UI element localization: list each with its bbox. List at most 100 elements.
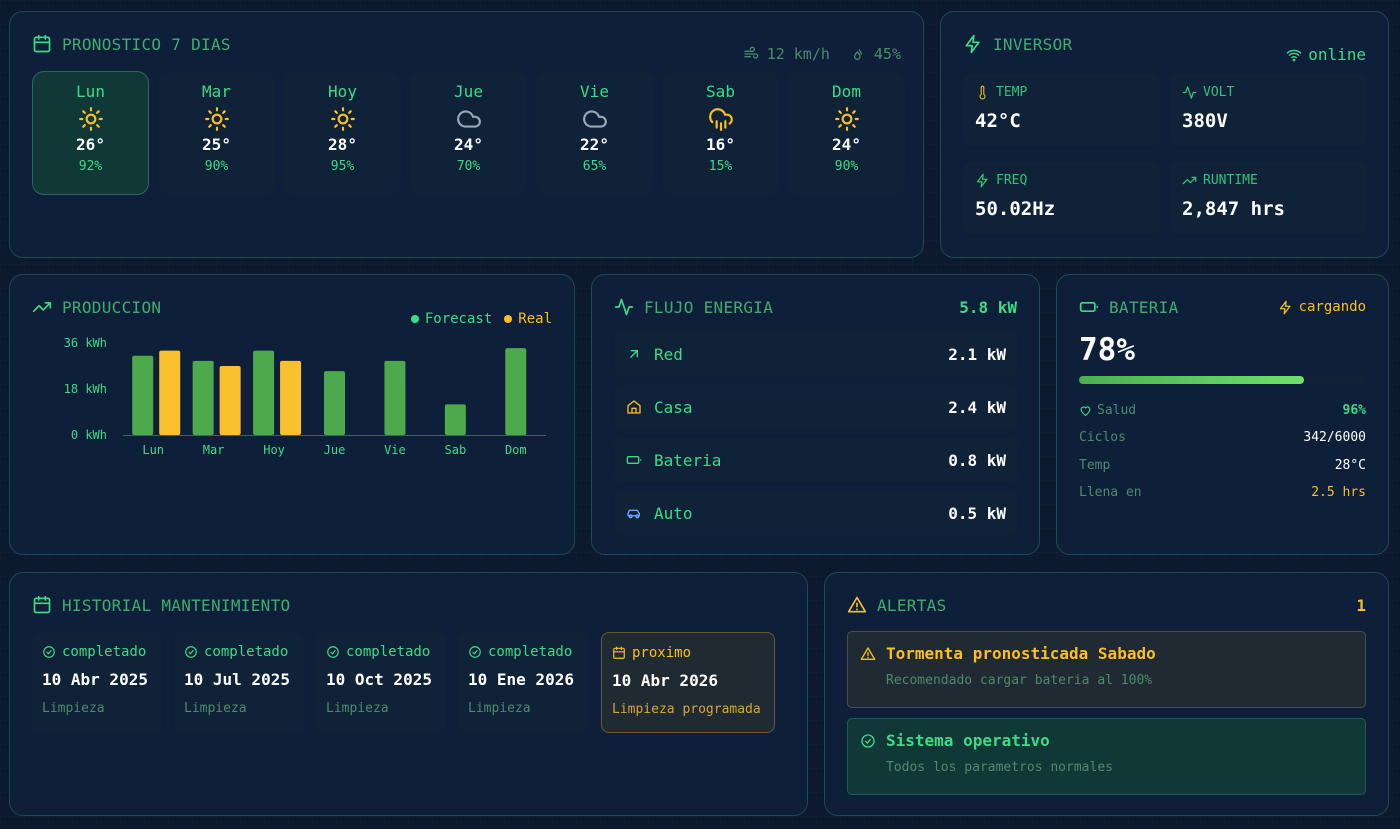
day-name: Vie <box>580 82 609 101</box>
forecast-day-lun[interactable]: Lun 26° 92% <box>32 71 149 195</box>
maintenance-date: 10 Abr 2026 <box>612 671 718 690</box>
legend-forecast-dot <box>410 315 419 323</box>
y-tick-label: 36 kWh <box>64 336 107 350</box>
alert-storm[interactable]: Tormenta pronosticada Sabado Recomendado… <box>847 631 1366 708</box>
forecast-day-hoy[interactable]: Hoy 28° 95% <box>284 71 401 195</box>
maintenance-card[interactable]: completado 10 Jul 2025 Limpieza <box>174 632 304 732</box>
temp-label: TEMP <box>996 85 1028 100</box>
day-temp: 26° <box>76 135 105 154</box>
check-circle-icon <box>327 646 339 658</box>
alerts-panel: ALERTAS 1 Tormenta pronosticada Sabado R… <box>824 572 1389 816</box>
inverter-status: online <box>1286 45 1366 64</box>
flow-row-bateria: Bateria 0.8 kW <box>614 438 1018 482</box>
flow-label: Casa <box>654 397 693 417</box>
maintenance-date: 10 Abr 2025 <box>42 670 148 689</box>
bar-forecast-sab <box>444 404 466 435</box>
battery-bar <box>1079 376 1368 384</box>
battery-percent: 78% <box>1079 332 1135 368</box>
droplets-icon <box>853 49 862 60</box>
maintenance-card-next[interactable]: proximo 10 Abr 2026 Limpieza programada <box>601 632 775 733</box>
bar-forecast-lun <box>132 355 154 435</box>
zap-icon <box>976 173 988 188</box>
battery-temp-label: Temp <box>1079 458 1111 473</box>
alert-title: Sistema operativo <box>886 731 1050 750</box>
inverter-volt-box: VOLT 380V <box>1170 74 1367 146</box>
flow-row-auto: Auto 0.5 kW <box>614 491 1018 535</box>
zap-icon <box>1279 300 1291 314</box>
flow-panel: FLUJO ENERGIA 5.8 kW Red 2.1 kW Casa 2.4… <box>591 274 1040 555</box>
chart-legend: Forecast Real <box>410 311 552 327</box>
bar-forecast-mar <box>192 360 214 435</box>
maintenance-card[interactable]: completado 10 Ene 2026 Limpieza <box>458 632 588 732</box>
sun-icon <box>204 107 229 131</box>
battery-cycles-row: Ciclos 342/6000 <box>1079 430 1366 445</box>
sun-icon <box>330 107 355 131</box>
flow-value: 0.8 kW <box>948 450 1006 470</box>
maintenance-panel: HISTORIAL MANTENIMIENTO completado 10 Ab… <box>9 572 808 816</box>
cycles-value: 342/6000 <box>1303 430 1366 445</box>
day-percent: 90% <box>834 159 859 174</box>
wind-icon <box>744 46 758 59</box>
alert-system-ok[interactable]: Sistema operativo Todos los parametros n… <box>847 718 1366 795</box>
bar-real-lun <box>159 350 181 435</box>
maintenance-card[interactable]: completado 10 Oct 2025 Limpieza <box>316 632 446 732</box>
alerts-header: ALERTAS <box>847 595 947 615</box>
day-name: Hoy <box>328 82 357 101</box>
humidity-value: 45% <box>873 45 901 63</box>
freq-label: FREQ <box>996 173 1028 188</box>
forecast-day-mar[interactable]: Mar 25° 90% <box>158 71 275 195</box>
maintenance-date: 10 Oct 2025 <box>326 670 432 689</box>
forecast-header: PRONOSTICO 7 DIAS <box>32 34 231 54</box>
day-temp: 24° <box>454 135 483 154</box>
volt-label: VOLT <box>1203 85 1235 100</box>
day-temp: 25° <box>202 135 231 154</box>
temp-value: 42°C <box>975 110 1021 132</box>
day-name: Lun <box>76 82 105 101</box>
cloud-rain-icon <box>708 108 733 131</box>
battery-title: BATERIA <box>1109 297 1179 317</box>
arrow-up-right-icon <box>630 350 638 358</box>
bar-forecast-vie <box>384 360 406 435</box>
heart-icon <box>1080 406 1091 417</box>
x-tick-label: Vie <box>384 443 406 457</box>
calendar-icon <box>613 646 625 659</box>
cycles-label: Ciclos <box>1079 430 1126 445</box>
activity-icon <box>1182 86 1197 99</box>
day-temp: 28° <box>328 135 357 154</box>
zap-icon <box>965 34 980 54</box>
day-percent: 15% <box>708 159 733 174</box>
trending-up-icon <box>32 302 52 312</box>
freq-value: 50.02Hz <box>975 198 1056 220</box>
day-name: Mar <box>202 82 231 101</box>
trending-up-icon <box>1182 176 1197 185</box>
production-chart: 0 kWh 18 kWh 36 kWh Lun Mar Hoy Jue Vie Sab Dom <box>64 336 546 457</box>
inverter-status-text: online <box>1308 45 1366 64</box>
battery-full-row: Llena en 2.5 hrs <box>1079 485 1366 500</box>
inverter-freq-box: FREQ 50.02Hz <box>963 162 1160 234</box>
maintenance-type: Limpieza <box>42 701 105 716</box>
maintenance-card[interactable]: completado 10 Abr 2025 Limpieza <box>32 632 162 732</box>
x-tick-label: Jue <box>324 443 346 457</box>
maintenance-type: Limpieza programada <box>612 702 761 717</box>
wifi-icon <box>1286 49 1302 61</box>
battery-status: cargando <box>1278 299 1366 315</box>
inverter-panel: INVERSOR online TEMP 42°C VOLT 380V FREQ… <box>940 11 1389 258</box>
flow-row-red: Red 2.1 kW <box>614 332 1018 376</box>
battery-health-row: Salud 96% <box>1079 403 1366 418</box>
warning-icon <box>847 596 867 613</box>
calendar-icon <box>33 595 51 614</box>
alerts-count: 1 <box>1356 596 1366 615</box>
bar-real-hoy <box>280 360 302 435</box>
production-panel: PRODUCCION Forecast Real 0 kWh 18 kWh 36 k… <box>9 274 575 555</box>
forecast-meta: 12 km/h 45% <box>743 45 901 63</box>
forecast-day-sab[interactable]: Sab 16° 15% <box>662 71 779 195</box>
warning-icon <box>860 646 876 660</box>
wind-speed: 12 km/h <box>766 45 830 63</box>
forecast-day-jue[interactable]: Jue 24° 70% <box>410 71 527 195</box>
forecast-day-vie[interactable]: Vie 22° 65% <box>536 71 653 195</box>
maintenance-date: 10 Ene 2026 <box>468 670 574 689</box>
bar-forecast-jue <box>324 371 345 435</box>
day-name: Jue <box>454 82 483 101</box>
forecast-day-dom[interactable]: Dom 24° 90% <box>788 71 905 195</box>
bar-forecast-dom <box>505 348 527 435</box>
